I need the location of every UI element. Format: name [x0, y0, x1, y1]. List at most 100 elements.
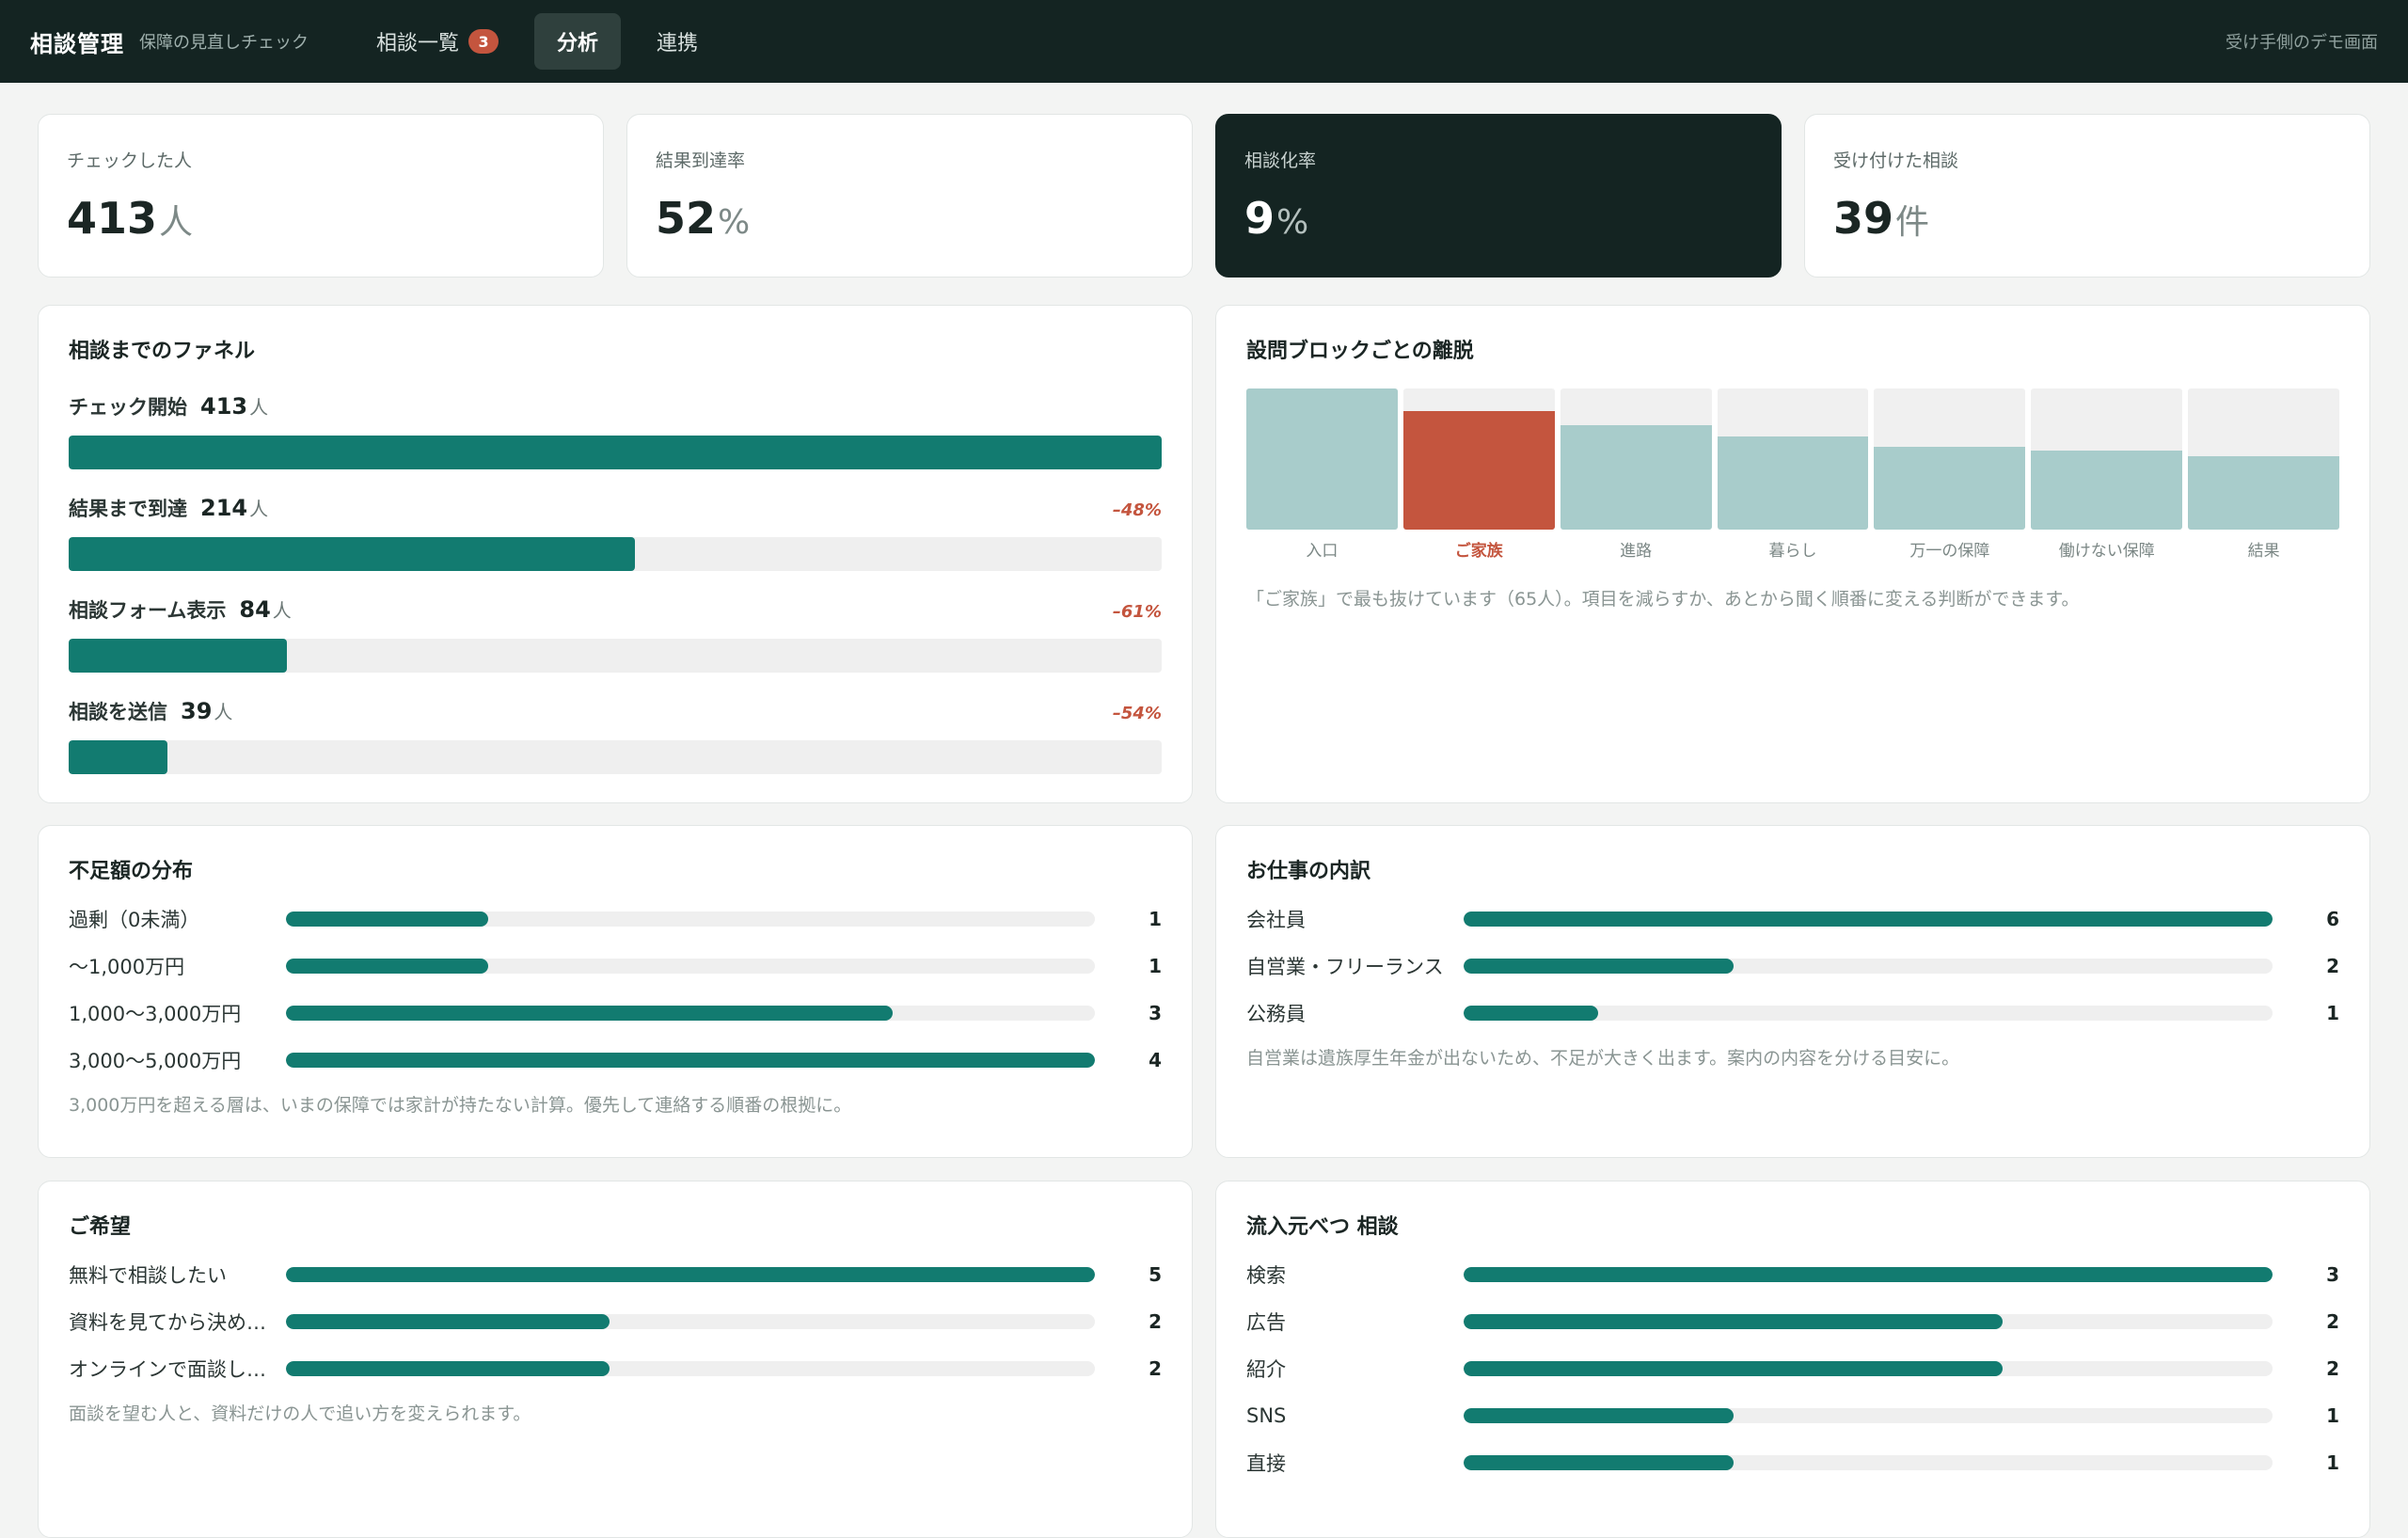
shortfall-row: 〜1,000万円 1 [69, 943, 1162, 990]
dropout-panel: 設問ブロックごとの離脱 入口 ご家族 進路 暮らし 万一の保障 働けない保障 結果 「ご家族… [1215, 305, 2370, 803]
jobs-row-track [1464, 912, 2273, 927]
funnel-step-head: 結果まで到達 214 人 –48% [69, 494, 1162, 526]
funnel-bar [69, 436, 1162, 469]
sources-row-label: 検索 [1246, 1264, 1286, 1287]
sources-row-bar [1464, 1361, 2004, 1376]
app-subtitle: 保障の見直しチェック [139, 33, 309, 53]
jobs-row-value: 6 [2326, 908, 2339, 930]
dropout-bar [1560, 425, 1712, 530]
dropout-chart [1246, 388, 2340, 530]
dropout-bar [1717, 436, 1869, 530]
funnel-step-unit: 人 [214, 701, 233, 723]
dropout-bar [1402, 411, 1555, 530]
kpi-value: 413人 [67, 193, 194, 244]
wishes-row: 無料で相談したい 5 [69, 1251, 1162, 1298]
dropout-label: 働けない保障 [2058, 542, 2155, 561]
dropout-column [1717, 388, 1869, 530]
jobs-row-track [1464, 959, 2273, 974]
jobs-panel: お仕事の内訳 会社員 6 自営業・フリーランス 2 公務員 1 自営業は遺族厚生年金が出な… [1215, 825, 2370, 1158]
funnel-step-count: 413 [200, 393, 248, 420]
kpi-row: チェックした人 413人 結果到達率 52% 相談化率 9% 受け付けた相談 3… [38, 114, 2370, 277]
funnel-drop-rate: –61% [1112, 602, 1162, 622]
kpi-checked: チェックした人 413人 [38, 114, 604, 277]
kpi-received: 受け付けた相談 39件 [1804, 114, 2370, 277]
kpi-value: 9% [1244, 193, 1309, 244]
wishes-row-value: 2 [1149, 1357, 1162, 1380]
wishes-row-track [286, 1314, 1095, 1329]
nav-analytics[interactable]: 分析 [534, 13, 622, 70]
kpi-label: 受け付けた相談 [1833, 151, 1959, 171]
funnel-step-label: 相談フォーム表示 [69, 599, 227, 622]
sources-row-bar [1464, 1408, 1734, 1423]
funnel-step-count: 84 [239, 596, 271, 623]
shortfall-row-label: 〜1,000万円 [69, 956, 185, 978]
kpi-value: 52% [656, 193, 751, 244]
jobs-note: 自営業は遺族厚生年金が出ないため、不足が大きく出ます。案内の内容を分ける目安に。 [1246, 1048, 1960, 1069]
shortfall-row-bar [286, 959, 488, 974]
kpi-consult-rate: 相談化率 9% [1215, 114, 1782, 277]
kpi-value: 39件 [1833, 193, 1930, 244]
shortfall-row-track [286, 912, 1095, 927]
sources-row: SNS 1 [1246, 1392, 2339, 1439]
sources-row: 直接 1 [1246, 1439, 2339, 1486]
shortfall-row: 1,000〜3,000万円 3 [69, 990, 1162, 1037]
sources-row: 検索 3 [1246, 1251, 2339, 1298]
jobs-row-label: 公務員 [1246, 1003, 1306, 1025]
nav-integrations[interactable]: 連携 [634, 13, 721, 70]
sources-row-bar [1464, 1314, 2004, 1329]
wishes-row: オンラインで面談し… 2 [69, 1345, 1162, 1392]
sources-row-label: 直接 [1246, 1452, 1286, 1475]
funnel-step-unit: 人 [249, 498, 269, 520]
wishes-row-label: 無料で相談したい [69, 1264, 227, 1287]
jobs-row-value: 1 [2326, 1002, 2339, 1024]
funnel-step: 相談を送信 39 人 –54% [69, 697, 1162, 774]
funnel-step-count: 39 [181, 698, 213, 724]
nav-consultations[interactable]: 相談一覧 3 [354, 13, 521, 70]
shortfall-row: 過剰（0未満） 1 [69, 896, 1162, 943]
shortfall-row-bar [286, 1053, 1095, 1068]
funnel-step-count: 214 [200, 495, 248, 521]
dropout-bar [1246, 388, 1398, 530]
wishes-row-bar [286, 1361, 610, 1376]
sources-row-track [1464, 1408, 2273, 1423]
dropout-label: 進路 [1620, 542, 1653, 561]
sources-row-track [1464, 1314, 2273, 1329]
dropout-label: ご家族 [1454, 542, 1503, 561]
sources-row-value: 1 [2326, 1451, 2339, 1474]
nav-consultations-label: 相談一覧 [376, 32, 460, 55]
top-bar: 相談管理 保障の見直しチェック 相談一覧 3 分析 連携 受け手側のデモ画面 [0, 0, 2408, 83]
dropout-bar [1874, 446, 2026, 530]
wishes-row-label: 資料を見てから決め… [69, 1311, 266, 1334]
dropout-column [1246, 388, 1398, 530]
funnel-step: 相談フォーム表示 84 人 –61% [69, 595, 1162, 673]
unread-badge: 3 [468, 29, 499, 54]
dropout-column [1874, 388, 2026, 530]
jobs-row-bar [1464, 1006, 1599, 1021]
shortfall-row-track [286, 959, 1095, 974]
sources-row-track [1464, 1267, 2273, 1282]
funnel-step-label: 相談を送信 [69, 701, 167, 723]
funnel-track [69, 436, 1162, 469]
funnel-step-head: 相談フォーム表示 84 人 –61% [69, 595, 1162, 627]
funnel-step-unit: 人 [249, 396, 269, 419]
wishes-row-value: 5 [1149, 1263, 1162, 1286]
panel-title: 相談までのファネル [69, 340, 256, 363]
kpi-label: チェックした人 [67, 151, 193, 171]
sources-row-bar [1464, 1267, 2273, 1282]
jobs-row-bar [1464, 959, 1734, 974]
dropout-column [2031, 388, 2183, 530]
jobs-row-label: 会社員 [1246, 909, 1306, 931]
kpi-label: 結果到達率 [656, 151, 746, 171]
shortfall-row-label: 1,000〜3,000万円 [69, 1003, 242, 1025]
shortfall-row-value: 4 [1149, 1049, 1162, 1071]
funnel-bar [69, 740, 167, 774]
app-title: 相談管理 [30, 30, 124, 57]
dropout-label: 暮らし [1768, 542, 1817, 561]
funnel-step-head: チェック開始 413 人 [69, 392, 1162, 424]
shortfall-note: 3,000万円を超える層は、いまの保障では家計が持たない計算。優先して連絡する順… [69, 1095, 852, 1116]
jobs-row: 自営業・フリーランス 2 [1246, 943, 2339, 990]
demo-screen-link[interactable]: 受け手側のデモ画面 [2226, 33, 2378, 53]
sources-row-label: 広告 [1246, 1311, 1286, 1334]
sources-panel: 流入元べつ 相談 検索 3 広告 2 紹介 2 SNS 1 直接 1 [1215, 1181, 2370, 1538]
funnel-bar [69, 639, 288, 673]
